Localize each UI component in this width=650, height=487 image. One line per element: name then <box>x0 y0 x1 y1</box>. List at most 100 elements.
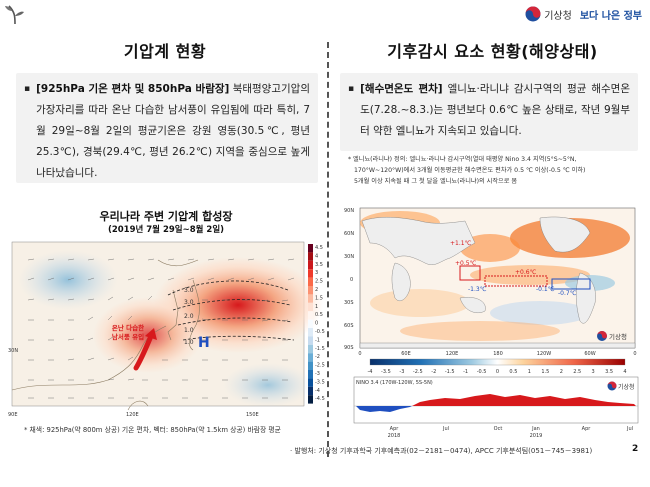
wind-annotation-line2: 남서풍 유입 <box>112 332 144 341</box>
nino-plot-title: NINO 3.4 (170W-120W, 5S-5N) <box>356 380 433 386</box>
continents <box>359 216 636 349</box>
colorbar-label: 3.5 <box>315 262 323 268</box>
year-label: 2018 <box>388 433 401 438</box>
colorbar-label: 1.5 <box>315 295 323 301</box>
arrow-head-icon <box>145 328 157 340</box>
colorbar-label: 4 <box>315 253 318 259</box>
colorbar-label: 3 <box>315 270 318 276</box>
lon-label: 60E <box>401 351 411 357</box>
lat-label: 30N <box>344 254 354 260</box>
left-section-title: 기압계 현황 <box>123 42 207 61</box>
el-nino-fill <box>412 394 636 406</box>
pressure-map-title: 우리나라 주변 기압계 합성장 <box>99 210 233 223</box>
anomaly-labels: +1.1℃ +0.5℃ +0.6℃ -1.3℃ -0.1℃ -0.7℃ <box>450 240 577 297</box>
lat-label: 60N <box>344 231 354 237</box>
region-box-east-pacific <box>551 278 591 290</box>
colorbar-label: -2.5 <box>413 369 423 375</box>
kma-name: 기상청 <box>544 10 572 22</box>
note-line: 170°W~120°W)에서 3개월 이동평균한 해수면온도 편차가 0.5 ℃… <box>354 167 586 174</box>
colorbar-label: 2 <box>560 369 563 375</box>
colorbar-label: -1.5 <box>315 346 325 352</box>
colorbar-label: -3 <box>399 369 404 375</box>
kma-small-text: 기상청 <box>609 332 627 341</box>
contour-label: 2.0 <box>184 313 194 320</box>
colorbar-label: 4 <box>623 369 626 375</box>
colorbar-label: -2.5 <box>315 363 325 369</box>
anomaly-label: -0.7℃ <box>558 290 577 297</box>
lon-label: 120W <box>537 351 552 357</box>
anomaly-label: +0.6℃ <box>515 269 537 276</box>
bullet-marker: ▪ <box>24 84 31 94</box>
contour-label: 1.0 <box>184 339 194 346</box>
contour-labels: 3.0 3.0 2.0 1.0 1.0 <box>184 287 194 346</box>
lon-label: 0 <box>633 351 636 357</box>
colorbar-label: 1.5 <box>541 369 549 375</box>
lon-label: 60W <box>584 351 595 357</box>
right-section-title: 기후감시 요소 현황(해양상태) <box>387 42 598 61</box>
kma-small-logo: 기상청 <box>597 331 627 341</box>
pressure-composite-map: 온난 다습한 남서풍 유입 H 3.0 3.0 2.0 1.0 1.0 30N … <box>8 241 325 418</box>
lat-label: 30N <box>8 348 18 354</box>
lat-label: 30S <box>344 300 354 306</box>
sst-lon-labels: 0 60E 120E 180 120W 60W 0 <box>358 351 636 357</box>
kma-logo: 기상청 <box>525 6 572 22</box>
leaf-icon <box>5 5 24 25</box>
sst-anomaly-map: +1.1℃ +0.5℃ +0.6℃ -1.3℃ -0.1℃ -0.7℃ 90N … <box>344 207 637 375</box>
ocean-summary-body: 엘니뇨·라니냐 감시구역의 평균 해수면온도(7.28.~8.3.)는 평년보다… <box>360 83 630 137</box>
gov-slogan-logo: 보다 나은 정부 <box>579 10 642 22</box>
colorbar-label: 3 <box>592 369 595 375</box>
note-line: 5개월 이상 지속될 때 그 첫 달을 엘니뇨(라니냐)의 시작으로 봄 <box>354 178 518 185</box>
sst-lat-labels: 90N 60N 30N 0 30S 60S 90S <box>344 208 354 351</box>
lon-label: 180 <box>493 351 503 357</box>
anomaly-label: -1.3℃ <box>468 286 487 293</box>
wind-annotation-line1: 온난 다습한 <box>112 323 144 332</box>
temperature-colorbar <box>308 244 313 404</box>
colorbar-label: 2.5 <box>315 279 323 285</box>
pressure-summary-heading: [925hPa 기온 편차 및 850hPa 바람장] <box>36 83 230 95</box>
colorbar-label: -4.5 <box>315 396 325 402</box>
contour-label: 3.0 <box>184 287 194 294</box>
la-nina-fill <box>356 406 412 412</box>
colorbar-label: 3.5 <box>605 369 613 375</box>
time-label: Apr <box>582 426 592 432</box>
sst-colorbar <box>369 358 626 366</box>
cool-anomaly-southeast <box>223 363 313 407</box>
lon-label: 150E <box>246 412 259 418</box>
nino34-index-plot: NINO 3.4 (170W-120W, 5S-5N) Apr Jul Oct … <box>353 376 639 438</box>
nino-time-labels: Apr Jul Oct Jan Apr Jul 2018 2019 <box>388 426 633 438</box>
time-label: Jul <box>442 426 449 432</box>
lat-label: 0 <box>350 277 353 283</box>
anomaly-label: +0.5℃ <box>455 260 477 267</box>
note-line: * 엘니뇨(라니냐) 정의: 엘니뇨·라니냐 감시구역(열대 태평양 Nino … <box>348 156 577 163</box>
southwest-wind-arrow <box>133 333 154 371</box>
nino-kma-logo: 기상청 <box>607 381 635 391</box>
colorbar-label: 0 <box>315 321 318 327</box>
lat-label: 90S <box>344 345 354 351</box>
colorbar-label: -1 <box>463 369 468 375</box>
pressure-summary-body: 북태평양고기압의 가장자리를 따라 온난 다습한 남서풍이 유입됨에 따라 특히… <box>36 83 310 179</box>
taegeuk-icon <box>525 6 541 22</box>
wind-vectors <box>27 258 295 399</box>
anomaly-label: +1.1℃ <box>450 240 472 247</box>
top-bar: 기상청 보다 나은 정부 <box>0 0 650 36</box>
bullet-marker: ▪ <box>348 84 355 94</box>
colorbar-label: -2 <box>431 369 436 375</box>
colorbar-label: -4 <box>315 388 320 394</box>
el-nino-definition-note: * 엘니뇨(라니냐) 정의: 엘니뇨·라니냐 감시구역(열대 태평양 Nino … <box>348 154 644 187</box>
colorbar-label: 1 <box>315 304 318 310</box>
colorbar-label: 0.5 <box>509 369 517 375</box>
sst-colorbar-labels: -4 -3.5 -3 -2.5 -2 -1.5 -1 -0.5 0 0.5 1 … <box>368 369 627 375</box>
lon-label: 120E <box>126 412 139 418</box>
contour-label: 1.0 <box>184 327 194 334</box>
colorbar-label: 4.5 <box>315 245 323 251</box>
colorbar-label: -0.5 <box>315 329 325 335</box>
ocean-summary-heading: [해수면온도 편차] <box>360 83 443 95</box>
colorbar-label: -3.5 <box>315 379 325 385</box>
year-label: 2019 <box>530 433 543 438</box>
time-label: Jan <box>531 426 540 432</box>
colorbar-label: -3.5 <box>381 369 391 375</box>
region-box-west-pacific <box>459 265 481 281</box>
pressure-summary-text: [925hPa 기온 편차 및 850hPa 바람장] 북태평양고기압의 가장자… <box>36 79 310 184</box>
pressure-map-subtitle: (2019년 7월 29일~8월 2일) <box>107 225 225 235</box>
time-label: Oct <box>494 426 503 432</box>
